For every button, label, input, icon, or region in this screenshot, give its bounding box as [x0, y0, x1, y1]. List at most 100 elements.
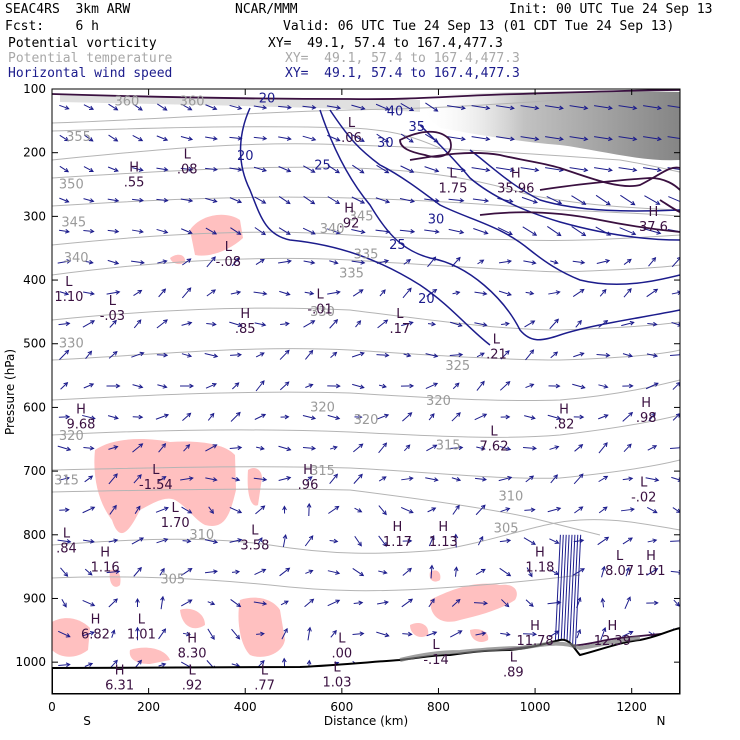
- wind-arrow: [399, 197, 416, 204]
- wind-arrow: [158, 288, 167, 298]
- pv-extremum-marker: H: [559, 402, 569, 417]
- wind-arrow: [471, 167, 491, 173]
- wind-arrow: [204, 569, 218, 574]
- pv-extremum-marker: H: [100, 546, 110, 561]
- wind-arrow: [622, 353, 634, 358]
- wind-arrow: [255, 258, 265, 265]
- pv-extremum-marker: H: [187, 632, 197, 647]
- pv-extremum-marker: L: [338, 632, 346, 647]
- wind-arrow: [278, 445, 292, 452]
- wind-arrow: [622, 411, 634, 422]
- wind-arrow: [329, 445, 338, 451]
- wind-arrow: [474, 476, 487, 482]
- theta-contour-label: 320: [354, 413, 379, 428]
- pv-extremum-value: .82: [554, 417, 575, 432]
- pv-extremum-marker: L: [184, 148, 192, 163]
- wind-arrow: [131, 537, 145, 545]
- wind-arrow: [473, 228, 489, 235]
- wind-arrow: [352, 164, 365, 174]
- pv-extremum-value: .89: [503, 666, 524, 681]
- wind-arrow: [181, 568, 193, 576]
- model-title: SEAC4RS 3km ARW: [5, 2, 131, 17]
- wind-arrow: [158, 628, 167, 640]
- pv-extremum-value: .55: [124, 175, 145, 190]
- wind-arrow: [549, 445, 560, 450]
- wind-arrow: [400, 103, 415, 112]
- wind-arrow: [180, 198, 194, 203]
- wind-arrow: [132, 443, 144, 453]
- wind-arrow: [545, 136, 564, 142]
- wind-arrow: [160, 595, 165, 610]
- wind-arrow: [600, 627, 607, 641]
- wind-arrow: [378, 505, 387, 516]
- theta-contour-label: 340: [64, 251, 89, 266]
- wind-arrow: [132, 414, 144, 420]
- wind-arrow: [57, 539, 72, 544]
- wind-arrow: [158, 442, 167, 453]
- wind-arrow: [645, 382, 659, 390]
- wind-arrow: [548, 383, 561, 389]
- wind-arrow: [232, 382, 240, 390]
- wind-arrow: [618, 136, 638, 142]
- wind-arrow: [156, 135, 169, 142]
- wind-arrow: [576, 628, 582, 639]
- wind-arrow: [401, 598, 414, 608]
- y-tick-label: 300: [23, 209, 46, 223]
- pv-extremum-marker: L: [640, 476, 648, 491]
- wind-arrow: [594, 105, 613, 111]
- wind-arrow: [500, 631, 511, 637]
- wind-arrow: [279, 290, 291, 296]
- wind-arrow: [525, 475, 535, 483]
- wind-arrow: [305, 349, 314, 360]
- wind-arrow: [302, 135, 317, 142]
- pv-extremum-marker: H: [91, 613, 101, 628]
- pv-extremum-marker: L: [172, 501, 180, 516]
- wind-arrow: [302, 414, 317, 421]
- pv-extremum-marker: H: [303, 463, 313, 478]
- wind-arrow: [428, 535, 435, 547]
- wind-arrow: [156, 352, 169, 358]
- wind-arrow: [207, 628, 215, 641]
- wind-arrow: [571, 195, 587, 205]
- wind-arrow: [353, 473, 363, 484]
- wind-arrow: [229, 104, 243, 111]
- wind-speed-contour-label: 20: [418, 292, 435, 307]
- wind-arrow: [307, 626, 312, 641]
- wind-arrow: [83, 539, 95, 544]
- wind-arrow: [181, 103, 193, 111]
- wind-arrow: [622, 476, 634, 482]
- wind-arrow: [525, 349, 535, 361]
- wind-arrow: [476, 352, 485, 358]
- wind-arrow: [84, 475, 94, 483]
- pv-extremum-value: .17: [389, 322, 410, 337]
- wind-arrow: [279, 349, 290, 360]
- wind-arrow: [452, 290, 461, 296]
- wind-arrow: [671, 256, 680, 268]
- wind-arrow: [60, 382, 69, 390]
- wind-arrow: [646, 353, 659, 358]
- wind-arrow: [108, 445, 119, 450]
- y-tick-label: 900: [23, 591, 46, 605]
- wind-arrow: [402, 567, 412, 576]
- wind-arrow: [426, 631, 438, 637]
- wind-arrow: [569, 136, 589, 142]
- pv-extremum-marker: L: [616, 549, 624, 564]
- wind-arrow: [376, 413, 390, 420]
- wind-arrow: [403, 352, 412, 358]
- wind-arrow: [354, 507, 363, 513]
- wind-arrow: [59, 349, 70, 360]
- pv-extremum-value: .92: [339, 217, 360, 232]
- wind-arrow: [132, 134, 144, 142]
- wind-arrow: [547, 506, 562, 513]
- wind-arrow: [523, 445, 537, 451]
- field-name-pv: Potential vorticity: [8, 36, 157, 51]
- wind-arrow: [351, 229, 366, 235]
- wind-arrow: [526, 567, 533, 578]
- wind-speed-contour-label: 25: [314, 158, 331, 173]
- wind-arrow: [108, 350, 118, 359]
- wind-arrow: [471, 136, 491, 142]
- wind-arrow: [376, 352, 390, 358]
- y-tick-label: 500: [23, 337, 46, 351]
- wind-arrow: [352, 383, 365, 390]
- theta-contour-label: 315: [436, 439, 461, 454]
